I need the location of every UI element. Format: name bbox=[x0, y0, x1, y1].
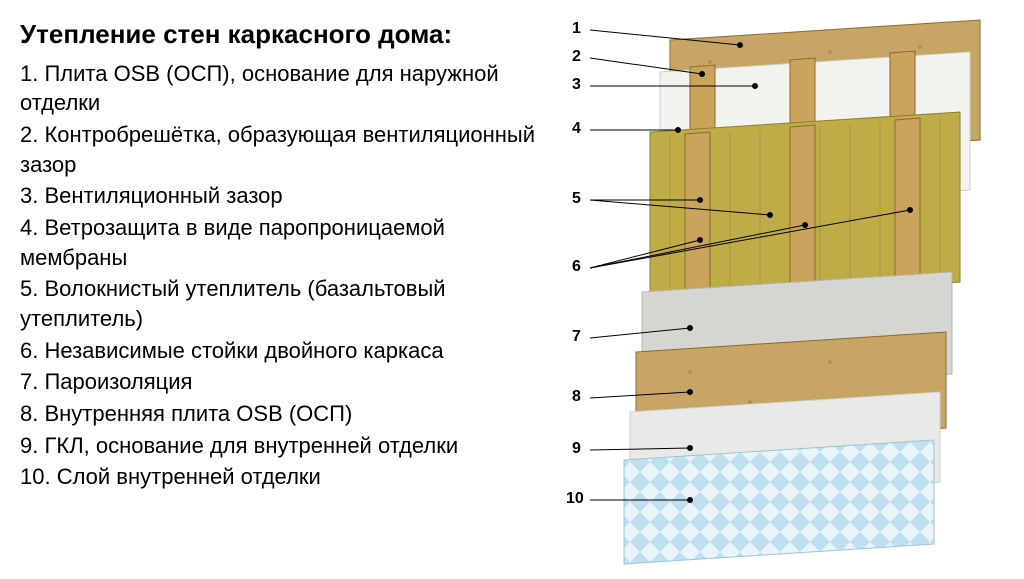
diagram-column: 1 2 3 4 5 6 7 8 9 10 bbox=[560, 0, 1024, 579]
legend-item: 9. ГКЛ, основание для внутренней отделки bbox=[20, 431, 550, 461]
page-root: Утепление стен каркасного дома: 1. Плита… bbox=[0, 0, 1024, 579]
callout-10: 10 bbox=[566, 490, 584, 508]
layer-frame-studs bbox=[895, 118, 920, 285]
layer-frame-studs bbox=[685, 132, 710, 299]
legend-item: 5. Волокнистый утеплитель (базальтовый у… bbox=[20, 274, 550, 333]
legend-item: 2. Контробрешётка, образующая вентиляцио… bbox=[20, 120, 550, 179]
callout-4: 4 bbox=[572, 120, 581, 138]
legend-item: 8. Внутренняя плита OSB (ОСП) bbox=[20, 399, 550, 429]
diagram-svg bbox=[560, 0, 1024, 579]
callout-6: 6 bbox=[572, 258, 581, 276]
legend-item: 3. Вентиляционный зазор bbox=[20, 181, 550, 211]
legend-item: 7. Пароизоляция bbox=[20, 367, 550, 397]
callout-1: 1 bbox=[572, 20, 581, 38]
callout-2: 2 bbox=[572, 48, 581, 66]
layer-frame-studs bbox=[790, 125, 815, 292]
layer-insulation bbox=[650, 112, 960, 302]
legend-item: 1. Плита OSB (ОСП), основание для наружн… bbox=[20, 59, 550, 118]
callout-5: 5 bbox=[572, 190, 581, 208]
callout-3: 3 bbox=[572, 76, 581, 94]
wall-diagram: 1 2 3 4 5 6 7 8 9 10 bbox=[560, 0, 1024, 579]
diagram-title: Утепление стен каркасного дома: bbox=[20, 18, 550, 51]
legend-item: 6. Независимые стойки двойного каркаса bbox=[20, 336, 550, 366]
callout-7: 7 bbox=[572, 328, 581, 346]
callout-8: 8 bbox=[572, 388, 581, 406]
legend-column: Утепление стен каркасного дома: 1. Плита… bbox=[0, 0, 560, 579]
legend-item: 4. Ветрозащита в виде паропроницаемой ме… bbox=[20, 213, 550, 272]
legend-item: 10. Слой внутренней отделки bbox=[20, 462, 550, 492]
callout-9: 9 bbox=[572, 440, 581, 458]
layer-finish bbox=[624, 440, 934, 564]
